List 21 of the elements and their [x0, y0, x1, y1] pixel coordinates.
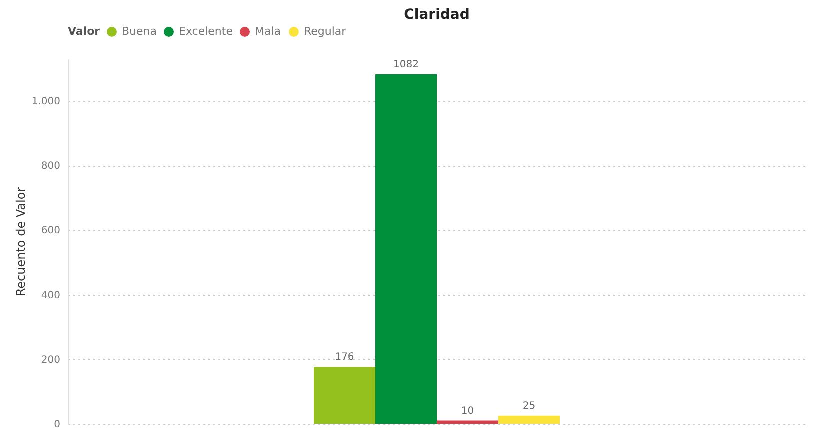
bar [498, 416, 560, 424]
y-tick-label: 0 [54, 420, 60, 430]
y-tick-label: 1.000 [32, 96, 60, 108]
y-tick-label: 400 [41, 290, 60, 302]
bar [437, 420, 498, 424]
bar [376, 74, 437, 424]
data-label: 176 [335, 352, 354, 364]
data-label: 25 [522, 400, 536, 412]
y-tick-label: 200 [41, 354, 60, 366]
legend-label: Excelente [179, 25, 234, 38]
y-tick-label: 800 [41, 161, 60, 172]
y-axis-title: Recuento de Valor [14, 187, 28, 297]
y-tick-label: 600 [41, 226, 60, 237]
legend-title: Valor [68, 25, 101, 38]
data-label: 10 [461, 406, 474, 417]
legend-label: Buena [122, 25, 157, 38]
bar [314, 367, 376, 424]
chart-title: Claridad [404, 7, 470, 23]
data-label: 1082 [394, 60, 419, 71]
legend-label: Mala [255, 25, 282, 38]
legend-label: Regular [304, 25, 347, 38]
